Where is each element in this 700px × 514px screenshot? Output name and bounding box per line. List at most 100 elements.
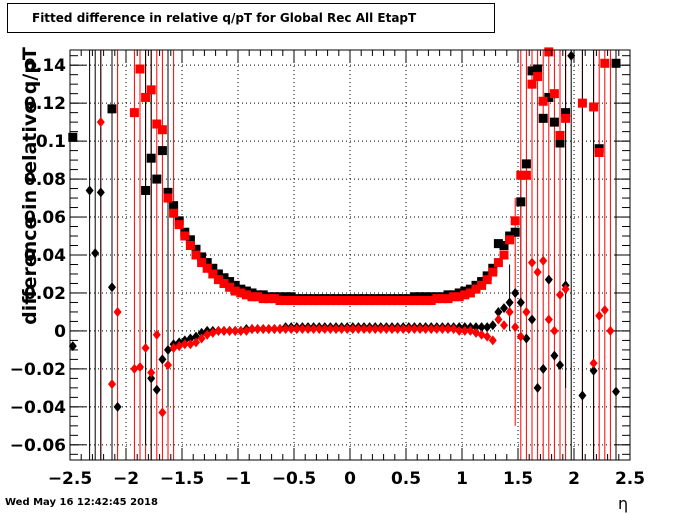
data-point-diamond [483, 322, 492, 333]
data-point-square [549, 89, 559, 99]
data-point-square [409, 296, 419, 306]
data-point-square [309, 296, 319, 306]
data-point-diamond [388, 324, 396, 335]
data-point-diamond [578, 390, 587, 401]
data-point-diamond [416, 324, 424, 335]
data-point-diamond [550, 350, 559, 361]
data-point-square [129, 108, 139, 118]
y-tick-label: 0.12 [24, 94, 66, 114]
data-point-diamond [270, 324, 279, 335]
data-point-square [521, 159, 531, 169]
grid [70, 50, 630, 460]
data-point-square [219, 273, 229, 283]
data-point-diamond [444, 324, 452, 335]
data-point-diamond [91, 248, 100, 259]
data-point-diamond [287, 324, 296, 335]
x-tick-label: 0.5 [391, 469, 421, 489]
data-point-square [253, 292, 263, 302]
data-point-square [404, 296, 414, 306]
data-point-square [449, 292, 459, 302]
x-tick-label: 0 [344, 469, 356, 489]
data-point-diamond [399, 324, 408, 335]
data-point-diamond [315, 324, 324, 335]
data-point-diamond [365, 324, 374, 335]
data-point-diamond [539, 255, 548, 266]
data-point-square [163, 193, 173, 203]
y-tick-label: 0.08 [24, 170, 66, 190]
data-point-square [521, 170, 531, 180]
data-point-square [197, 258, 207, 268]
data-point-square [225, 282, 235, 292]
data-point-square [611, 58, 621, 68]
y-tick-label: 0.14 [24, 56, 66, 76]
data-point-square [202, 263, 212, 273]
data-point-diamond [404, 324, 413, 335]
data-point-diamond [147, 367, 156, 378]
data-point-square [510, 227, 520, 237]
data-point-diamond [281, 324, 290, 335]
data-point-square [141, 185, 151, 195]
data-point-square [482, 275, 492, 285]
x-tick-label: 1.5 [503, 469, 533, 489]
data-point-diamond [164, 360, 172, 371]
data-point-diamond [472, 327, 480, 338]
data-point-diamond [152, 384, 161, 395]
data-point-diamond [488, 320, 497, 331]
data-point-diamond [292, 324, 301, 335]
data-point-square [141, 92, 151, 102]
data-point-square [197, 252, 207, 262]
data-point-square [499, 250, 509, 260]
data-point-square [594, 148, 604, 157]
data-point-diamond [511, 287, 520, 298]
y-tick-label: 0.06 [24, 208, 66, 228]
data-point-square [421, 296, 431, 306]
data-point-square [561, 113, 571, 123]
data-point-diamond [186, 333, 195, 344]
data-point-diamond [68, 341, 77, 352]
data-point-diamond [309, 324, 318, 335]
data-point-diamond [259, 324, 268, 335]
data-point-diamond [220, 325, 228, 336]
data-point-diamond [337, 324, 346, 335]
data-point-diamond [158, 407, 167, 418]
data-point-diamond [248, 324, 256, 335]
data-point-diamond [371, 324, 380, 335]
timestamp: Wed May 16 12:42:45 2018 [5, 497, 158, 508]
data-point-diamond [320, 324, 329, 335]
data-point-diamond [421, 324, 430, 335]
data-point-square [477, 280, 487, 290]
data-point-square [370, 296, 380, 306]
data-point-diamond [113, 306, 122, 317]
data-point-square [460, 290, 470, 300]
data-point-square [191, 244, 201, 254]
x-tick-label: −0.5 [272, 469, 316, 489]
data-point-square [555, 130, 565, 140]
data-point-diamond [152, 329, 161, 340]
data-point-square [146, 85, 156, 95]
data-point-square [359, 296, 369, 306]
y-tick-label: −0.06 [10, 436, 66, 456]
x-tick-label: −1 [225, 469, 251, 489]
y-axis-label: difference in relative q/pT [19, 47, 41, 325]
data-point-square [208, 269, 218, 279]
data-point-square [169, 208, 179, 218]
data-point-diamond [108, 379, 116, 390]
data-point-diamond [158, 354, 167, 365]
y-tick-label: −0.04 [10, 398, 66, 418]
data-point-square [320, 296, 330, 306]
data-point-square [471, 284, 481, 294]
data-point-diamond [544, 274, 553, 285]
x-tick-label: −1.5 [160, 469, 204, 489]
data-point-square [157, 146, 167, 156]
data-point-diamond [612, 386, 620, 397]
data-point-square [600, 58, 610, 68]
data-point-diamond [539, 363, 548, 374]
data-point-square [286, 296, 296, 306]
data-point-diamond [494, 306, 503, 317]
data-point-diamond [192, 337, 200, 348]
data-point-diamond [225, 325, 234, 336]
data-point-square [426, 296, 436, 306]
data-point-square [163, 187, 173, 197]
data-point-diamond [432, 324, 441, 335]
data-point-diamond [242, 325, 251, 336]
